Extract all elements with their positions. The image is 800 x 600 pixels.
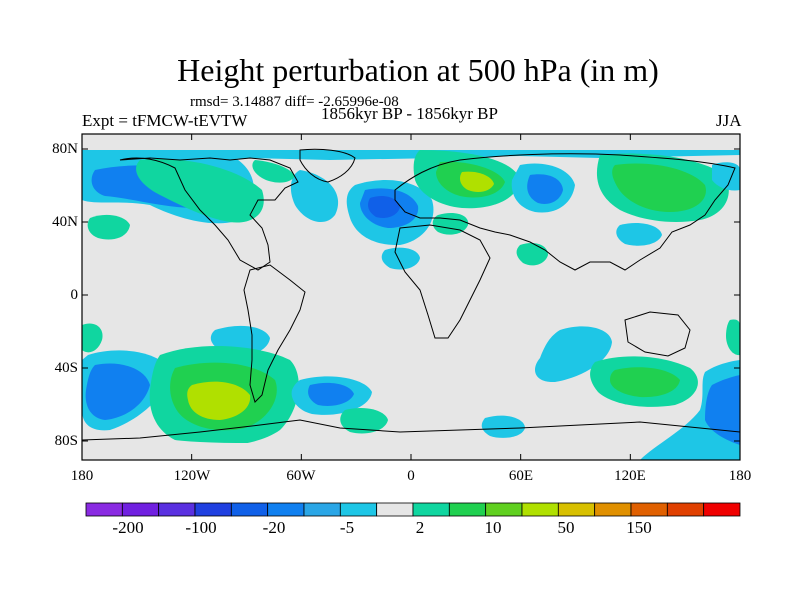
anomaly-region xyxy=(516,243,548,266)
lat-tick-label: 40S xyxy=(54,360,78,376)
anomaly-region xyxy=(527,174,563,204)
colorbar-swatch xyxy=(230,502,269,517)
anomaly-region xyxy=(187,381,251,420)
anomaly-region xyxy=(481,415,525,438)
lon-tick-label: 60E xyxy=(508,468,534,484)
lat-tick-label: 0 xyxy=(70,287,79,303)
lon-tick-label: 180 xyxy=(728,468,752,484)
lon-tick-label: 60W xyxy=(286,468,316,484)
anomaly-region xyxy=(308,382,354,406)
coastline-north-america xyxy=(119,157,299,271)
lon-tick-label: 180 xyxy=(70,468,94,484)
colorbar-swatch xyxy=(267,502,305,517)
anomaly-region xyxy=(82,323,103,353)
anomaly-region xyxy=(705,375,740,445)
colorbar-swatch xyxy=(485,502,523,517)
anomaly-region xyxy=(290,170,339,223)
colorbar-label: 150 xyxy=(626,518,652,537)
colorbar-swatch xyxy=(376,502,414,517)
colorbar-swatch xyxy=(703,502,741,517)
colorbar-swatch xyxy=(194,502,232,517)
lat-tick-label: 40N xyxy=(52,214,78,230)
anomaly-region xyxy=(340,408,388,434)
coastline-australia xyxy=(624,311,691,357)
anomaly-region xyxy=(87,214,130,240)
colorbar-label: -100 xyxy=(185,518,217,537)
colorbar xyxy=(85,502,741,517)
colorbar-swatch xyxy=(303,502,341,517)
coastline-antarctica xyxy=(82,419,740,441)
anomaly-region xyxy=(712,162,740,191)
anomaly-region xyxy=(726,319,740,356)
height-anomaly-field xyxy=(82,150,740,460)
coastline-greenland xyxy=(299,148,356,183)
anomaly-region xyxy=(535,326,612,383)
lon-tick-label: 120E xyxy=(614,468,646,484)
colorbar-label: -200 xyxy=(112,518,144,537)
colorbar-swatch xyxy=(448,502,487,517)
period-label: 1856kyr BP - 1856kyr BP xyxy=(321,104,498,123)
colorbar-label: 10 xyxy=(484,518,502,537)
colorbar-label: -5 xyxy=(339,518,355,537)
anomaly-region xyxy=(82,430,360,460)
anomaly-region xyxy=(612,163,706,212)
lon-tick-label: 120W xyxy=(173,468,211,484)
season-label: JJA xyxy=(716,111,742,130)
colorbar-swatch xyxy=(85,502,123,517)
axis-ticks xyxy=(81,134,741,460)
colorbar-label: 2 xyxy=(415,518,425,537)
figure-title: Height perturbation at 500 hPa (in m) xyxy=(177,52,659,88)
colorbar-swatch xyxy=(630,502,668,517)
colorbar-swatch xyxy=(666,502,705,517)
anomaly-region xyxy=(616,223,662,246)
colorbar-swatch xyxy=(557,502,596,517)
lon-tick-label: 0 xyxy=(407,468,415,484)
anomaly-region xyxy=(252,160,295,183)
colorbar-swatch xyxy=(594,502,632,517)
colorbar-label: 50 xyxy=(557,518,575,537)
coastlines xyxy=(82,148,740,441)
coastline-eurasia xyxy=(394,153,736,271)
anomaly-region xyxy=(460,171,494,192)
colorbar-swatch xyxy=(412,502,450,517)
anomaly-region xyxy=(368,196,400,218)
coastline-south-america xyxy=(243,264,306,403)
experiment-label: Expt = tFMCW-tEVTW xyxy=(82,111,248,130)
anomaly-region xyxy=(136,159,264,223)
coastline-africa xyxy=(394,224,491,339)
anomaly-region xyxy=(85,363,150,420)
anomaly-region xyxy=(610,367,680,398)
colorbar-swatch xyxy=(158,502,196,517)
anomaly-region xyxy=(381,247,420,270)
lat-tick-label: 80N xyxy=(52,141,78,157)
lat-tick-label: 80S xyxy=(54,433,78,449)
rmsd-stats: rmsd= 3.14887 diff= -2.65996e-08 xyxy=(190,94,399,110)
colorbar-swatch xyxy=(521,502,559,517)
colorbar-swatch xyxy=(339,502,378,517)
anomaly-region xyxy=(82,150,740,162)
colorbar-swatch xyxy=(121,502,160,517)
colorbar-label: -20 xyxy=(262,518,286,537)
